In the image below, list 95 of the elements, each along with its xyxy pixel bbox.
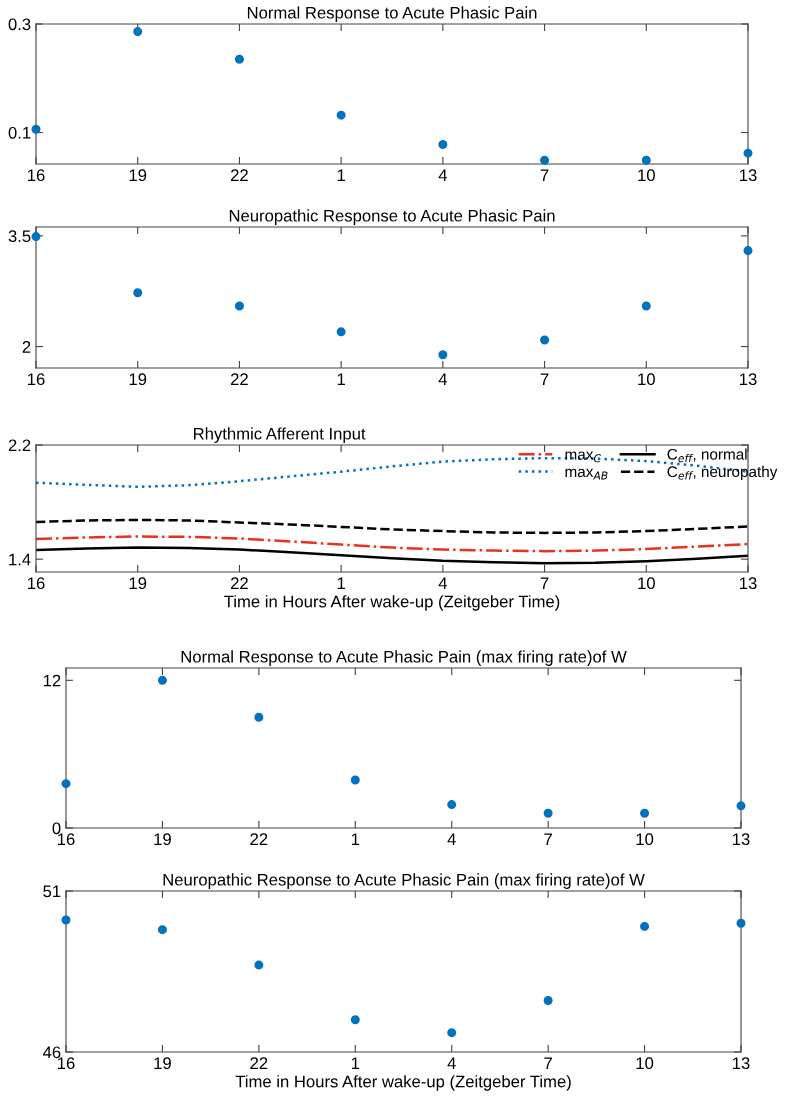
x-tick-label: 1 xyxy=(337,577,345,589)
y-tick-label: 3.5 xyxy=(8,230,31,243)
x-tick-label: 13 xyxy=(733,833,750,846)
x-tick-label: 1 xyxy=(351,833,360,845)
point xyxy=(336,327,346,337)
point xyxy=(254,712,264,722)
point xyxy=(157,925,167,935)
x-tick-label: 22 xyxy=(231,373,248,385)
x-tick-label: 16 xyxy=(58,833,75,846)
x-axis-title: Time in Hours After wake-up (Zeitgeber Time) xyxy=(235,1075,571,1091)
point xyxy=(157,675,167,685)
x-tick-label: 22 xyxy=(231,577,248,589)
point xyxy=(133,288,143,298)
chart-title: Normal Response to Acute Phasic Pain (max firing rate)of W xyxy=(181,650,627,666)
x-tick-label: 16 xyxy=(58,1057,75,1070)
point xyxy=(540,335,550,345)
x-tick-label: 22 xyxy=(250,1057,268,1069)
x-tick-label: 10 xyxy=(638,373,655,386)
x-tick-label: 22 xyxy=(250,833,268,845)
x-tick-label: 13 xyxy=(740,169,757,182)
x-tick-label: 10 xyxy=(636,833,654,846)
x-tick-label: 1 xyxy=(337,169,345,181)
x-tick-label: 13 xyxy=(740,577,757,590)
point xyxy=(743,148,753,158)
line-series xyxy=(36,535,748,553)
y-tick-label: 12 xyxy=(43,674,61,687)
point xyxy=(438,350,448,360)
x-axis-title: Time in Hours After wake-up (Zeitgeber Time) xyxy=(224,595,560,611)
point xyxy=(350,1015,360,1025)
legend-label: max$_{AB}$ xyxy=(565,468,608,480)
x-tick-label: 4 xyxy=(438,373,447,385)
x-tick-label: 1 xyxy=(337,373,345,385)
x-tick-label: 16 xyxy=(28,373,45,386)
x-tick-label: 4 xyxy=(447,1057,456,1069)
x-tick-label: 22 xyxy=(231,169,248,181)
point xyxy=(133,27,143,37)
point xyxy=(336,110,346,120)
x-tick-label: 7 xyxy=(540,169,549,181)
point xyxy=(543,995,553,1005)
point xyxy=(350,775,360,785)
legend-label: C$_{eff}$, neuropathy xyxy=(667,465,778,481)
x-tick-label: 19 xyxy=(154,1057,171,1070)
line-series xyxy=(36,546,748,565)
y-tick-label: 0.1 xyxy=(8,126,31,139)
point xyxy=(540,155,550,165)
point xyxy=(447,800,457,810)
y-tick-label: 46 xyxy=(42,1046,61,1059)
point xyxy=(743,246,753,256)
x-tick-label: 7 xyxy=(540,577,549,589)
x-tick-label: 4 xyxy=(438,577,447,589)
point xyxy=(736,918,746,928)
y-tick-label: 2 xyxy=(22,340,31,353)
point xyxy=(438,139,448,149)
x-tick-label: 4 xyxy=(447,833,456,845)
x-tick-label: 16 xyxy=(28,577,45,590)
chart-title: Normal Response to Acute Phasic Pain xyxy=(247,6,537,22)
legend-label: C$_{eff}$, normal xyxy=(667,448,747,463)
x-tick-label: 10 xyxy=(638,169,655,182)
chart-title: Neuropathic Response to Acute Phasic Pain (max firing rate)of W xyxy=(163,873,645,889)
y-tick-label: 1.4 xyxy=(9,553,31,566)
x-tick-label: 1 xyxy=(351,1057,360,1069)
x-tick-label: 10 xyxy=(638,577,655,590)
y-tick-label: 2.2 xyxy=(8,439,31,452)
x-tick-label: 13 xyxy=(740,373,757,386)
x-tick-label: 19 xyxy=(129,577,147,590)
point xyxy=(61,915,71,925)
chart-title: Rhythmic Afferent Input xyxy=(194,427,366,443)
x-tick-label: 7 xyxy=(544,833,552,845)
y-tick-label: 0.3 xyxy=(8,18,31,31)
x-tick-label: 7 xyxy=(544,1057,552,1069)
line-series xyxy=(36,518,748,535)
legend-label: max$_{C}$ xyxy=(565,451,601,463)
x-tick-label: 19 xyxy=(129,373,147,386)
x-tick-label: 7 xyxy=(540,373,549,385)
point xyxy=(61,779,71,789)
point xyxy=(447,1028,457,1038)
point xyxy=(641,155,651,165)
x-tick-label: 16 xyxy=(28,169,45,182)
x-tick-label: 19 xyxy=(154,833,171,846)
x-tick-label: 13 xyxy=(733,1057,750,1070)
point xyxy=(31,124,41,134)
point xyxy=(254,960,264,970)
point xyxy=(234,301,244,311)
x-tick-label: 4 xyxy=(438,169,447,181)
chart-title: Neuropathic Response to Acute Phasic Pain xyxy=(229,209,555,225)
point xyxy=(543,808,553,818)
point xyxy=(640,921,650,931)
point xyxy=(736,801,746,811)
x-tick-label: 10 xyxy=(636,1057,654,1070)
y-tick-label: 51 xyxy=(43,885,61,898)
x-tick-label: 19 xyxy=(129,169,147,182)
point xyxy=(640,808,650,818)
point xyxy=(641,301,651,311)
point xyxy=(234,54,244,64)
y-tick-label: 0 xyxy=(52,822,61,835)
